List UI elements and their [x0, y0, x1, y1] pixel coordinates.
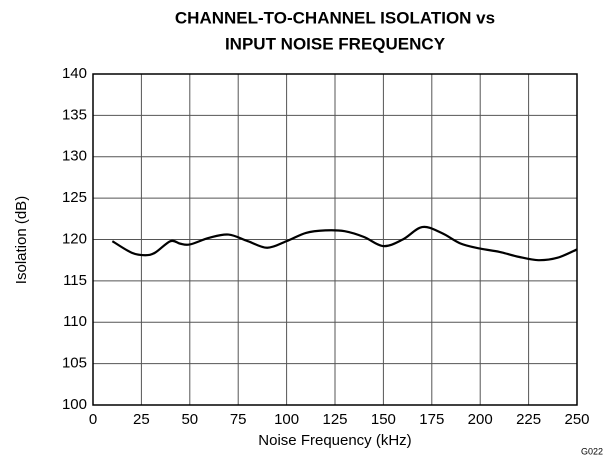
chart-title: CHANNEL-TO-CHANNEL ISOLATION vs: [175, 8, 495, 27]
y-tick-label: 130: [62, 148, 87, 165]
y-tick-label: 110: [63, 313, 87, 330]
chart-title: INPUT NOISE FREQUENCY: [225, 34, 446, 53]
y-tick-label: 135: [62, 106, 87, 123]
figure-code: G022: [581, 446, 603, 456]
data-line: [111, 225, 578, 262]
y-tick-label: 115: [63, 272, 87, 289]
y-tick-label: 120: [62, 230, 87, 247]
x-tick-label: 75: [230, 411, 247, 428]
x-tick-label: 25: [133, 411, 150, 428]
x-axis-label: Noise Frequency (kHz): [258, 432, 411, 449]
x-tick-label: 125: [322, 411, 347, 428]
y-tick-label: 105: [62, 355, 87, 372]
x-tick-label: 225: [516, 411, 541, 428]
x-tick-label: 175: [419, 411, 444, 428]
y-axis-label: Isolation (dB): [13, 196, 30, 284]
x-tick-label: 150: [371, 411, 396, 428]
x-tick-label: 50: [181, 411, 198, 428]
y-tick-label: 125: [62, 189, 87, 206]
y-tick-label: 140: [62, 65, 87, 82]
x-tick-label: 0: [89, 411, 97, 428]
x-tick-label: 250: [564, 411, 589, 428]
x-tick-label: 200: [468, 411, 493, 428]
y-tick-label: 100: [62, 396, 87, 413]
x-tick-label: 100: [274, 411, 299, 428]
plot-frame: [92, 73, 578, 406]
